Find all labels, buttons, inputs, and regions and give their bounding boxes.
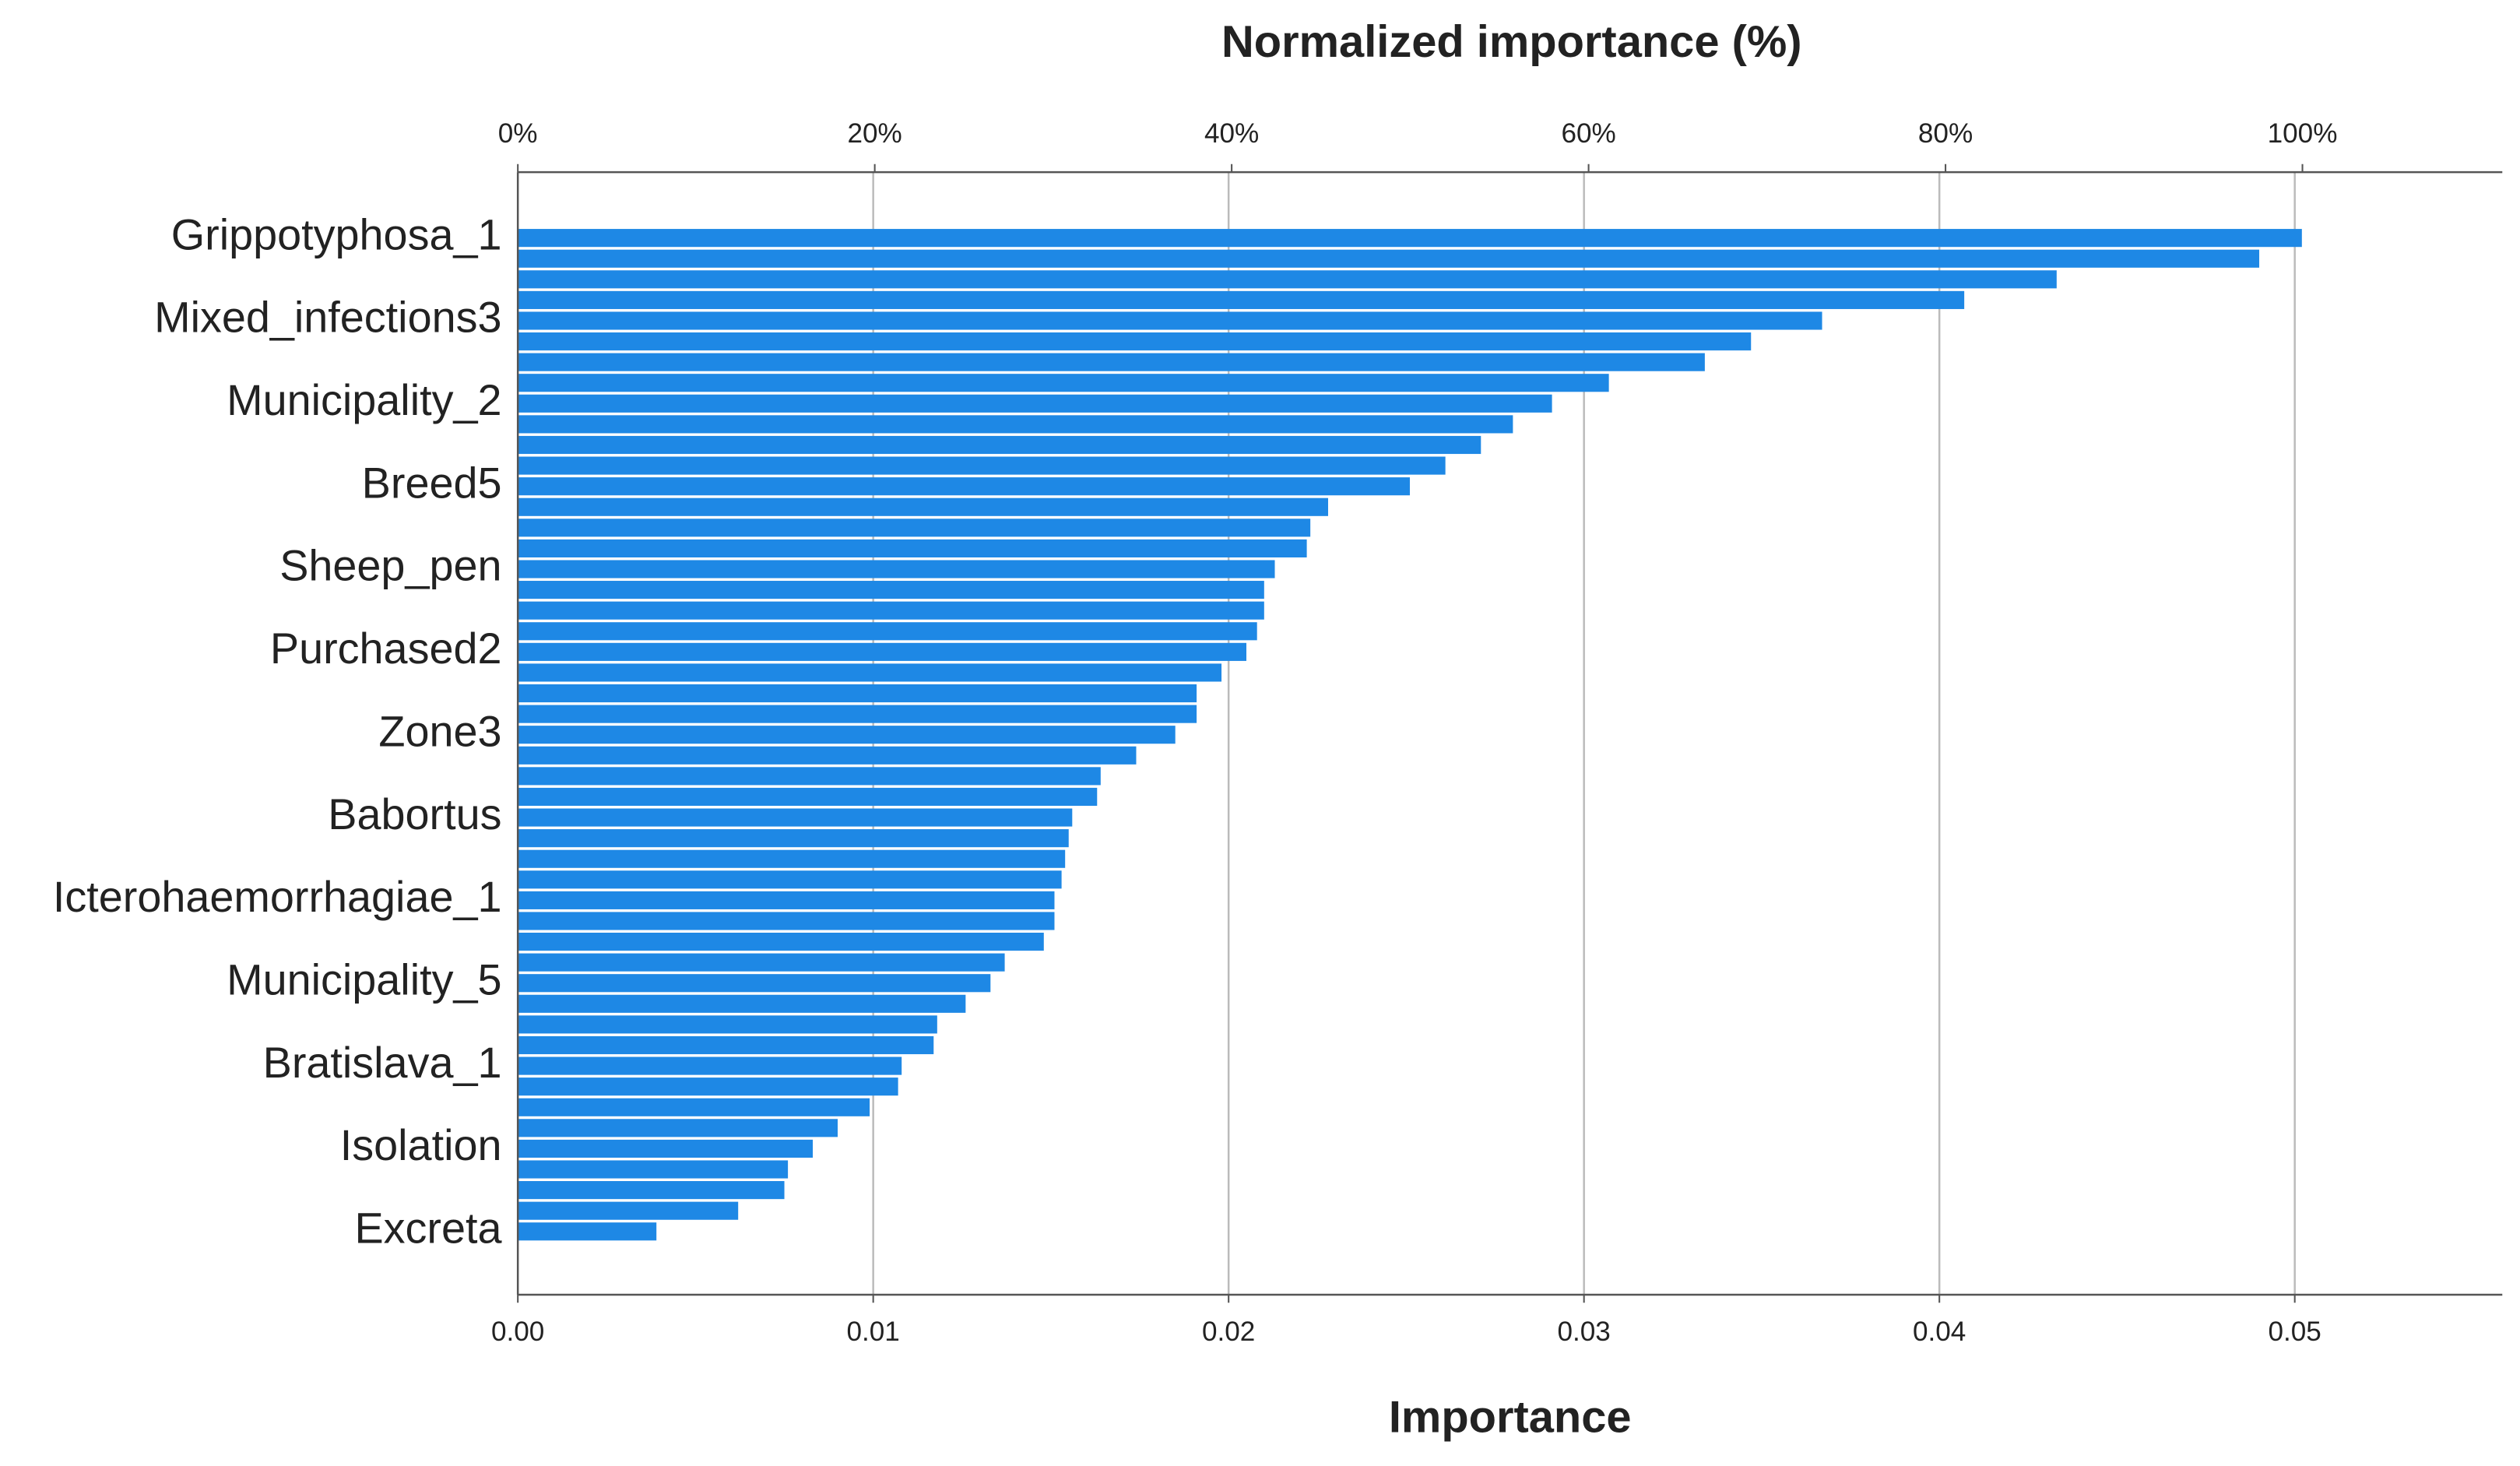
x-tick-label: 0.00 [491, 1317, 544, 1347]
y-tick-label: Sheep_pen [279, 542, 501, 590]
bar [518, 870, 1062, 889]
bar [518, 1222, 657, 1241]
bar [518, 456, 1446, 475]
bar [518, 1078, 898, 1096]
x-tick-label: 0.05 [2269, 1317, 2321, 1347]
bar [518, 622, 1257, 641]
bar [518, 374, 1609, 392]
bar [518, 1056, 902, 1075]
bar [518, 539, 1307, 557]
x2-tick-label: 60% [1561, 118, 1615, 149]
bar [518, 270, 2057, 289]
y-tick-label: Municipality_2 [227, 376, 501, 424]
x-tick-label: 0.01 [846, 1317, 899, 1347]
x2-tick-label: 100% [2268, 118, 2338, 149]
x2-tick-label: 20% [847, 118, 902, 149]
bar [518, 746, 1137, 765]
x2-tick-label: 40% [1204, 118, 1259, 149]
x-tick-label: 0.04 [1913, 1317, 1966, 1347]
bar [518, 726, 1176, 744]
y-tick-label: Mixed_infections3 [154, 294, 501, 342]
y-tick-label: Bratislava_1 [263, 1039, 502, 1087]
bar [518, 249, 2260, 268]
bar [518, 932, 1044, 951]
bar [518, 435, 1481, 455]
bar [518, 684, 1197, 703]
bar [518, 994, 966, 1013]
bar [518, 1098, 870, 1116]
x-axis-title: Importance [1389, 1392, 1632, 1442]
chart-title: Normalized importance (%) [1221, 17, 1801, 67]
bar [518, 974, 991, 993]
bar [518, 808, 1073, 827]
bar [518, 497, 1328, 516]
bar [518, 601, 1264, 620]
bars [518, 229, 2302, 1241]
bar [518, 394, 1552, 413]
bar [518, 891, 1055, 909]
bar [518, 953, 1005, 972]
y-tick-label: Zone3 [378, 707, 501, 755]
bar [518, 1181, 785, 1200]
bar [518, 663, 1222, 682]
y-tick-label: Grippotyphosa_1 [171, 210, 502, 258]
bar [518, 581, 1264, 599]
bar [518, 332, 1752, 351]
y-tick-label: Municipality_5 [227, 955, 501, 1004]
x2-tick-label: 0% [498, 118, 538, 149]
bar [518, 787, 1098, 807]
bar [518, 1139, 814, 1158]
bar [518, 1119, 838, 1137]
bar [518, 642, 1246, 661]
bar [518, 311, 1822, 330]
bar [518, 705, 1197, 723]
bar [518, 829, 1069, 848]
bar [518, 560, 1275, 578]
bar [518, 353, 1705, 371]
x-tick-label: 0.02 [1202, 1317, 1255, 1347]
bar [518, 477, 1410, 496]
bar [518, 1160, 789, 1179]
bar [518, 229, 2302, 248]
bar [518, 1201, 739, 1220]
y-tick-label: Breed5 [362, 459, 502, 507]
bar [518, 1035, 934, 1055]
bar [518, 849, 1066, 868]
bar [518, 912, 1055, 930]
y-tick-label: Purchased2 [270, 624, 502, 673]
x2-tick-label: 80% [1918, 118, 1973, 149]
bar [518, 767, 1101, 786]
bar [518, 519, 1311, 537]
y-tick-label: Isolation [340, 1121, 502, 1169]
y-tick-label: Excreta [354, 1204, 502, 1252]
y-tick-label: Icterohaemorrhagiae_1 [53, 873, 502, 921]
bar [518, 1015, 937, 1034]
x-tick-label: 0.03 [1558, 1317, 1611, 1347]
bar [518, 415, 1513, 434]
bar [518, 290, 1965, 309]
y-tick-label: Babortus [328, 790, 501, 838]
